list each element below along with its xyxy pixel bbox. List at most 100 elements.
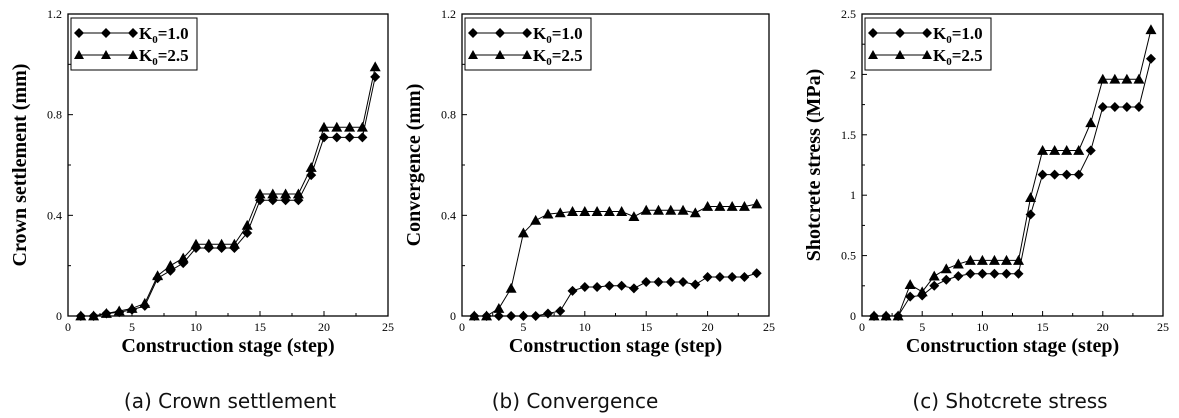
legend-marker: [922, 28, 932, 38]
data-point: [1109, 102, 1120, 113]
data-point: [254, 188, 266, 199]
data-point: [677, 204, 689, 215]
x-tick-label: 0: [65, 320, 71, 334]
series-line: [474, 203, 757, 317]
x-tick-label: 20: [702, 320, 714, 334]
data-point: [164, 260, 176, 271]
data-point: [1109, 73, 1121, 84]
legend-marker: [468, 50, 478, 59]
legend: K0=1.0K0=2.5: [464, 17, 592, 71]
data-point: [190, 238, 202, 249]
legend-marker: [522, 50, 532, 59]
data-point: [518, 311, 529, 321]
data-point: [1037, 145, 1049, 155]
x-tick-label: 5: [129, 320, 135, 334]
data-point: [505, 282, 517, 293]
y-tick-label: 1.2: [441, 7, 456, 21]
x-tick-label: 15: [640, 320, 652, 334]
legend-marker: [74, 50, 84, 59]
series-diamond: [469, 268, 762, 321]
data-point: [952, 258, 964, 269]
data-point: [1061, 169, 1072, 180]
legend-marker: [101, 50, 111, 59]
data-point: [976, 254, 988, 265]
data-point: [1133, 102, 1144, 113]
y-axis-title: Convergence (mm): [403, 84, 425, 247]
data-point: [113, 305, 125, 316]
y-tick-label: 0.4: [47, 208, 62, 222]
data-point: [628, 283, 639, 294]
data-point: [880, 310, 892, 321]
legend-marker: [74, 28, 84, 38]
data-point: [591, 206, 603, 216]
legend-marker: [522, 28, 532, 38]
data-point: [1025, 192, 1037, 203]
data-point: [75, 310, 87, 321]
data-point: [579, 206, 591, 216]
data-point: [1049, 169, 1060, 180]
data-point: [1133, 73, 1145, 84]
data-point: [928, 270, 940, 281]
legend-label: K0=1.0: [933, 24, 983, 46]
data-point: [904, 279, 916, 289]
y-tick-label: 0: [56, 309, 62, 323]
legend-marker: [128, 28, 138, 38]
legend-marker: [895, 50, 905, 59]
y-tick-label: 2.5: [841, 7, 856, 21]
data-point: [100, 307, 112, 318]
data-point: [702, 201, 714, 211]
y-tick-label: 2: [850, 67, 856, 81]
data-point: [554, 207, 566, 218]
data-point: [977, 268, 988, 279]
data-point: [592, 282, 603, 293]
figure-caption: (a) Crown settlement: [124, 389, 336, 413]
x-tick-label: 10: [579, 320, 591, 334]
data-point: [665, 277, 676, 288]
series-line: [80, 66, 376, 317]
data-point: [616, 206, 628, 216]
series-diamond: [869, 53, 1156, 321]
series-triangle: [75, 61, 381, 321]
data-point: [331, 132, 342, 143]
y-tick-label: 1.5: [841, 128, 856, 142]
data-point: [1145, 53, 1156, 64]
x-tick-label: 25: [1157, 320, 1169, 334]
x-axis-title: Construction stage (step): [509, 335, 722, 357]
data-point: [603, 206, 615, 216]
data-point: [1145, 24, 1157, 35]
data-point: [1121, 102, 1132, 113]
x-axis-title: Construction stage (step): [906, 335, 1119, 357]
legend-marker: [495, 50, 505, 59]
x-axis-title: Construction stage (step): [121, 335, 334, 357]
data-point: [726, 201, 738, 211]
data-point: [665, 204, 677, 215]
data-point: [964, 254, 976, 265]
data-point: [689, 207, 701, 218]
y-tick-label: 1.2: [47, 7, 62, 21]
x-tick-label: 5: [919, 320, 925, 334]
legend-label: K0=2.5: [933, 46, 983, 68]
series-line: [474, 272, 757, 317]
data-point: [493, 302, 505, 313]
data-point: [940, 263, 952, 274]
legend-marker: [868, 28, 878, 38]
data-point: [370, 71, 381, 82]
y-tick-label: 0.8: [47, 108, 62, 122]
data-point: [1037, 169, 1048, 180]
series-triangle: [868, 24, 1157, 321]
data-point: [678, 277, 689, 288]
series-line: [80, 76, 376, 317]
data-point: [965, 268, 976, 279]
data-point: [988, 254, 1000, 265]
data-point: [152, 270, 164, 281]
data-point: [530, 214, 542, 225]
data-point: [739, 271, 750, 282]
chart-panel-3: 0 5 10 15 20 25 0 0.5 1 1.5 2 2.5 Construction stage…: [803, 7, 1169, 413]
x-tick-label: 15: [254, 320, 266, 334]
y-axis-title: Crown settlement (mm): [9, 64, 31, 267]
chart-panel-2: 0 5 10 15 20 25 0 0.4 0.8 1.2 Construction stage (…: [403, 7, 775, 413]
x-tick-label: 5: [520, 320, 526, 334]
data-point: [1049, 145, 1061, 155]
data-point: [1000, 254, 1012, 265]
data-point: [481, 310, 493, 321]
